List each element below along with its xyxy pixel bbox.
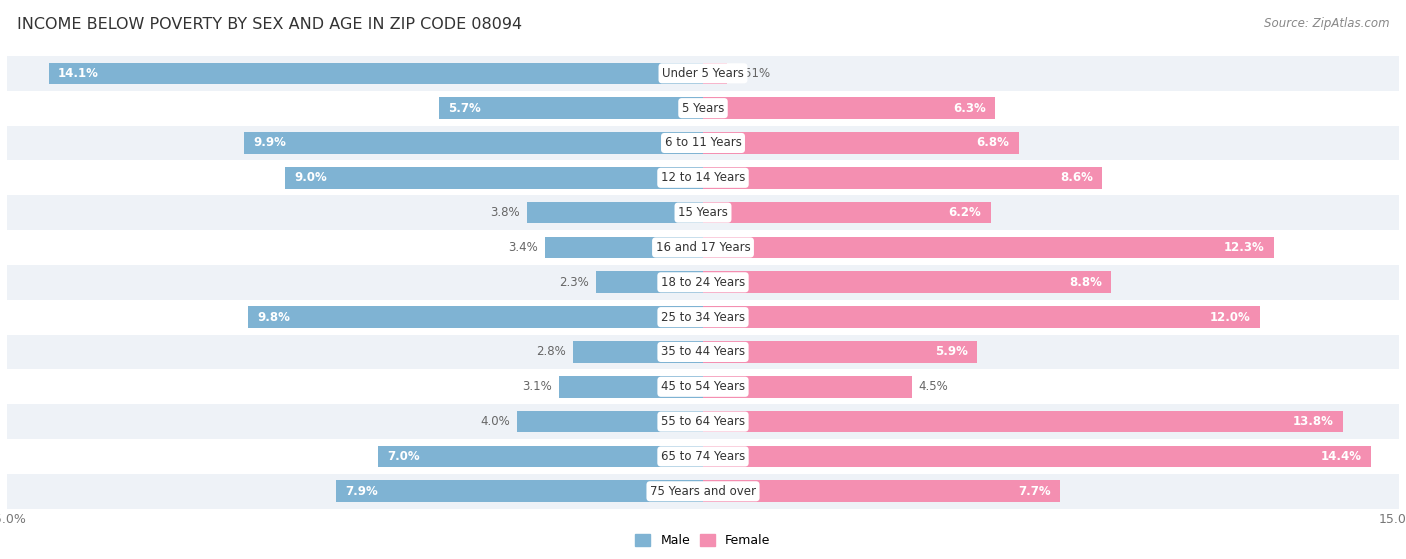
Bar <box>703 236 1274 258</box>
Text: 2.3%: 2.3% <box>560 276 589 289</box>
Text: 9.8%: 9.8% <box>257 311 291 324</box>
Bar <box>527 202 703 224</box>
Text: 6.3%: 6.3% <box>953 102 986 115</box>
Text: 6.8%: 6.8% <box>976 136 1010 149</box>
Bar <box>703 411 1343 433</box>
Text: 7.7%: 7.7% <box>1018 485 1052 498</box>
Bar <box>7 439 1399 474</box>
Bar <box>703 202 991 224</box>
Text: 7.0%: 7.0% <box>388 450 420 463</box>
Text: 3.8%: 3.8% <box>491 206 520 219</box>
Bar <box>7 230 1399 265</box>
Text: 25 to 34 Years: 25 to 34 Years <box>661 311 745 324</box>
Bar <box>703 481 1060 502</box>
Bar <box>7 195 1399 230</box>
Text: 55 to 64 Years: 55 to 64 Years <box>661 415 745 428</box>
Bar <box>249 306 703 328</box>
Bar <box>7 160 1399 195</box>
Bar <box>703 63 727 84</box>
Bar <box>7 265 1399 300</box>
Text: 3.1%: 3.1% <box>523 380 553 394</box>
Bar <box>7 369 1399 404</box>
Text: 12.0%: 12.0% <box>1209 311 1250 324</box>
Text: 8.6%: 8.6% <box>1060 171 1092 184</box>
Text: 6 to 11 Years: 6 to 11 Years <box>665 136 741 149</box>
Text: 4.0%: 4.0% <box>481 415 510 428</box>
Bar <box>285 167 703 188</box>
Bar <box>703 306 1260 328</box>
Legend: Male, Female: Male, Female <box>630 529 776 552</box>
Bar <box>703 132 1018 154</box>
Text: 45 to 54 Years: 45 to 54 Years <box>661 380 745 394</box>
Text: 3.4%: 3.4% <box>509 241 538 254</box>
Text: 18 to 24 Years: 18 to 24 Years <box>661 276 745 289</box>
Bar <box>336 481 703 502</box>
Bar <box>574 341 703 363</box>
Bar <box>546 236 703 258</box>
Text: 0.51%: 0.51% <box>734 67 770 80</box>
Bar <box>703 341 977 363</box>
Text: 2.8%: 2.8% <box>536 345 567 358</box>
Text: 14.4%: 14.4% <box>1320 450 1362 463</box>
Bar <box>7 474 1399 509</box>
Bar <box>517 411 703 433</box>
Bar <box>7 126 1399 160</box>
Bar <box>7 91 1399 126</box>
Bar <box>49 63 703 84</box>
Text: 5.9%: 5.9% <box>935 345 967 358</box>
Bar <box>378 446 703 467</box>
Bar <box>7 334 1399 369</box>
Text: 5 Years: 5 Years <box>682 102 724 115</box>
Text: INCOME BELOW POVERTY BY SEX AND AGE IN ZIP CODE 08094: INCOME BELOW POVERTY BY SEX AND AGE IN Z… <box>17 17 522 32</box>
Text: 65 to 74 Years: 65 to 74 Years <box>661 450 745 463</box>
Bar <box>243 132 703 154</box>
Text: 13.8%: 13.8% <box>1294 415 1334 428</box>
Bar <box>560 376 703 397</box>
Text: 5.7%: 5.7% <box>447 102 481 115</box>
Text: 9.9%: 9.9% <box>253 136 285 149</box>
Text: 4.5%: 4.5% <box>918 380 949 394</box>
Bar <box>703 446 1371 467</box>
Text: 6.2%: 6.2% <box>949 206 981 219</box>
Text: 35 to 44 Years: 35 to 44 Years <box>661 345 745 358</box>
Bar <box>596 272 703 293</box>
Bar <box>703 272 1111 293</box>
Bar <box>7 56 1399 91</box>
Text: 16 and 17 Years: 16 and 17 Years <box>655 241 751 254</box>
Bar <box>703 167 1102 188</box>
Text: 9.0%: 9.0% <box>295 171 328 184</box>
Text: 75 Years and over: 75 Years and over <box>650 485 756 498</box>
Text: Under 5 Years: Under 5 Years <box>662 67 744 80</box>
Text: 12.3%: 12.3% <box>1223 241 1264 254</box>
Bar <box>7 300 1399 334</box>
Text: 15 Years: 15 Years <box>678 206 728 219</box>
Bar <box>703 97 995 119</box>
Bar <box>7 404 1399 439</box>
Bar <box>439 97 703 119</box>
Text: 8.8%: 8.8% <box>1069 276 1102 289</box>
Text: 14.1%: 14.1% <box>58 67 98 80</box>
Text: 7.9%: 7.9% <box>346 485 378 498</box>
Text: Source: ZipAtlas.com: Source: ZipAtlas.com <box>1264 17 1389 30</box>
Text: 12 to 14 Years: 12 to 14 Years <box>661 171 745 184</box>
Bar <box>703 376 912 397</box>
